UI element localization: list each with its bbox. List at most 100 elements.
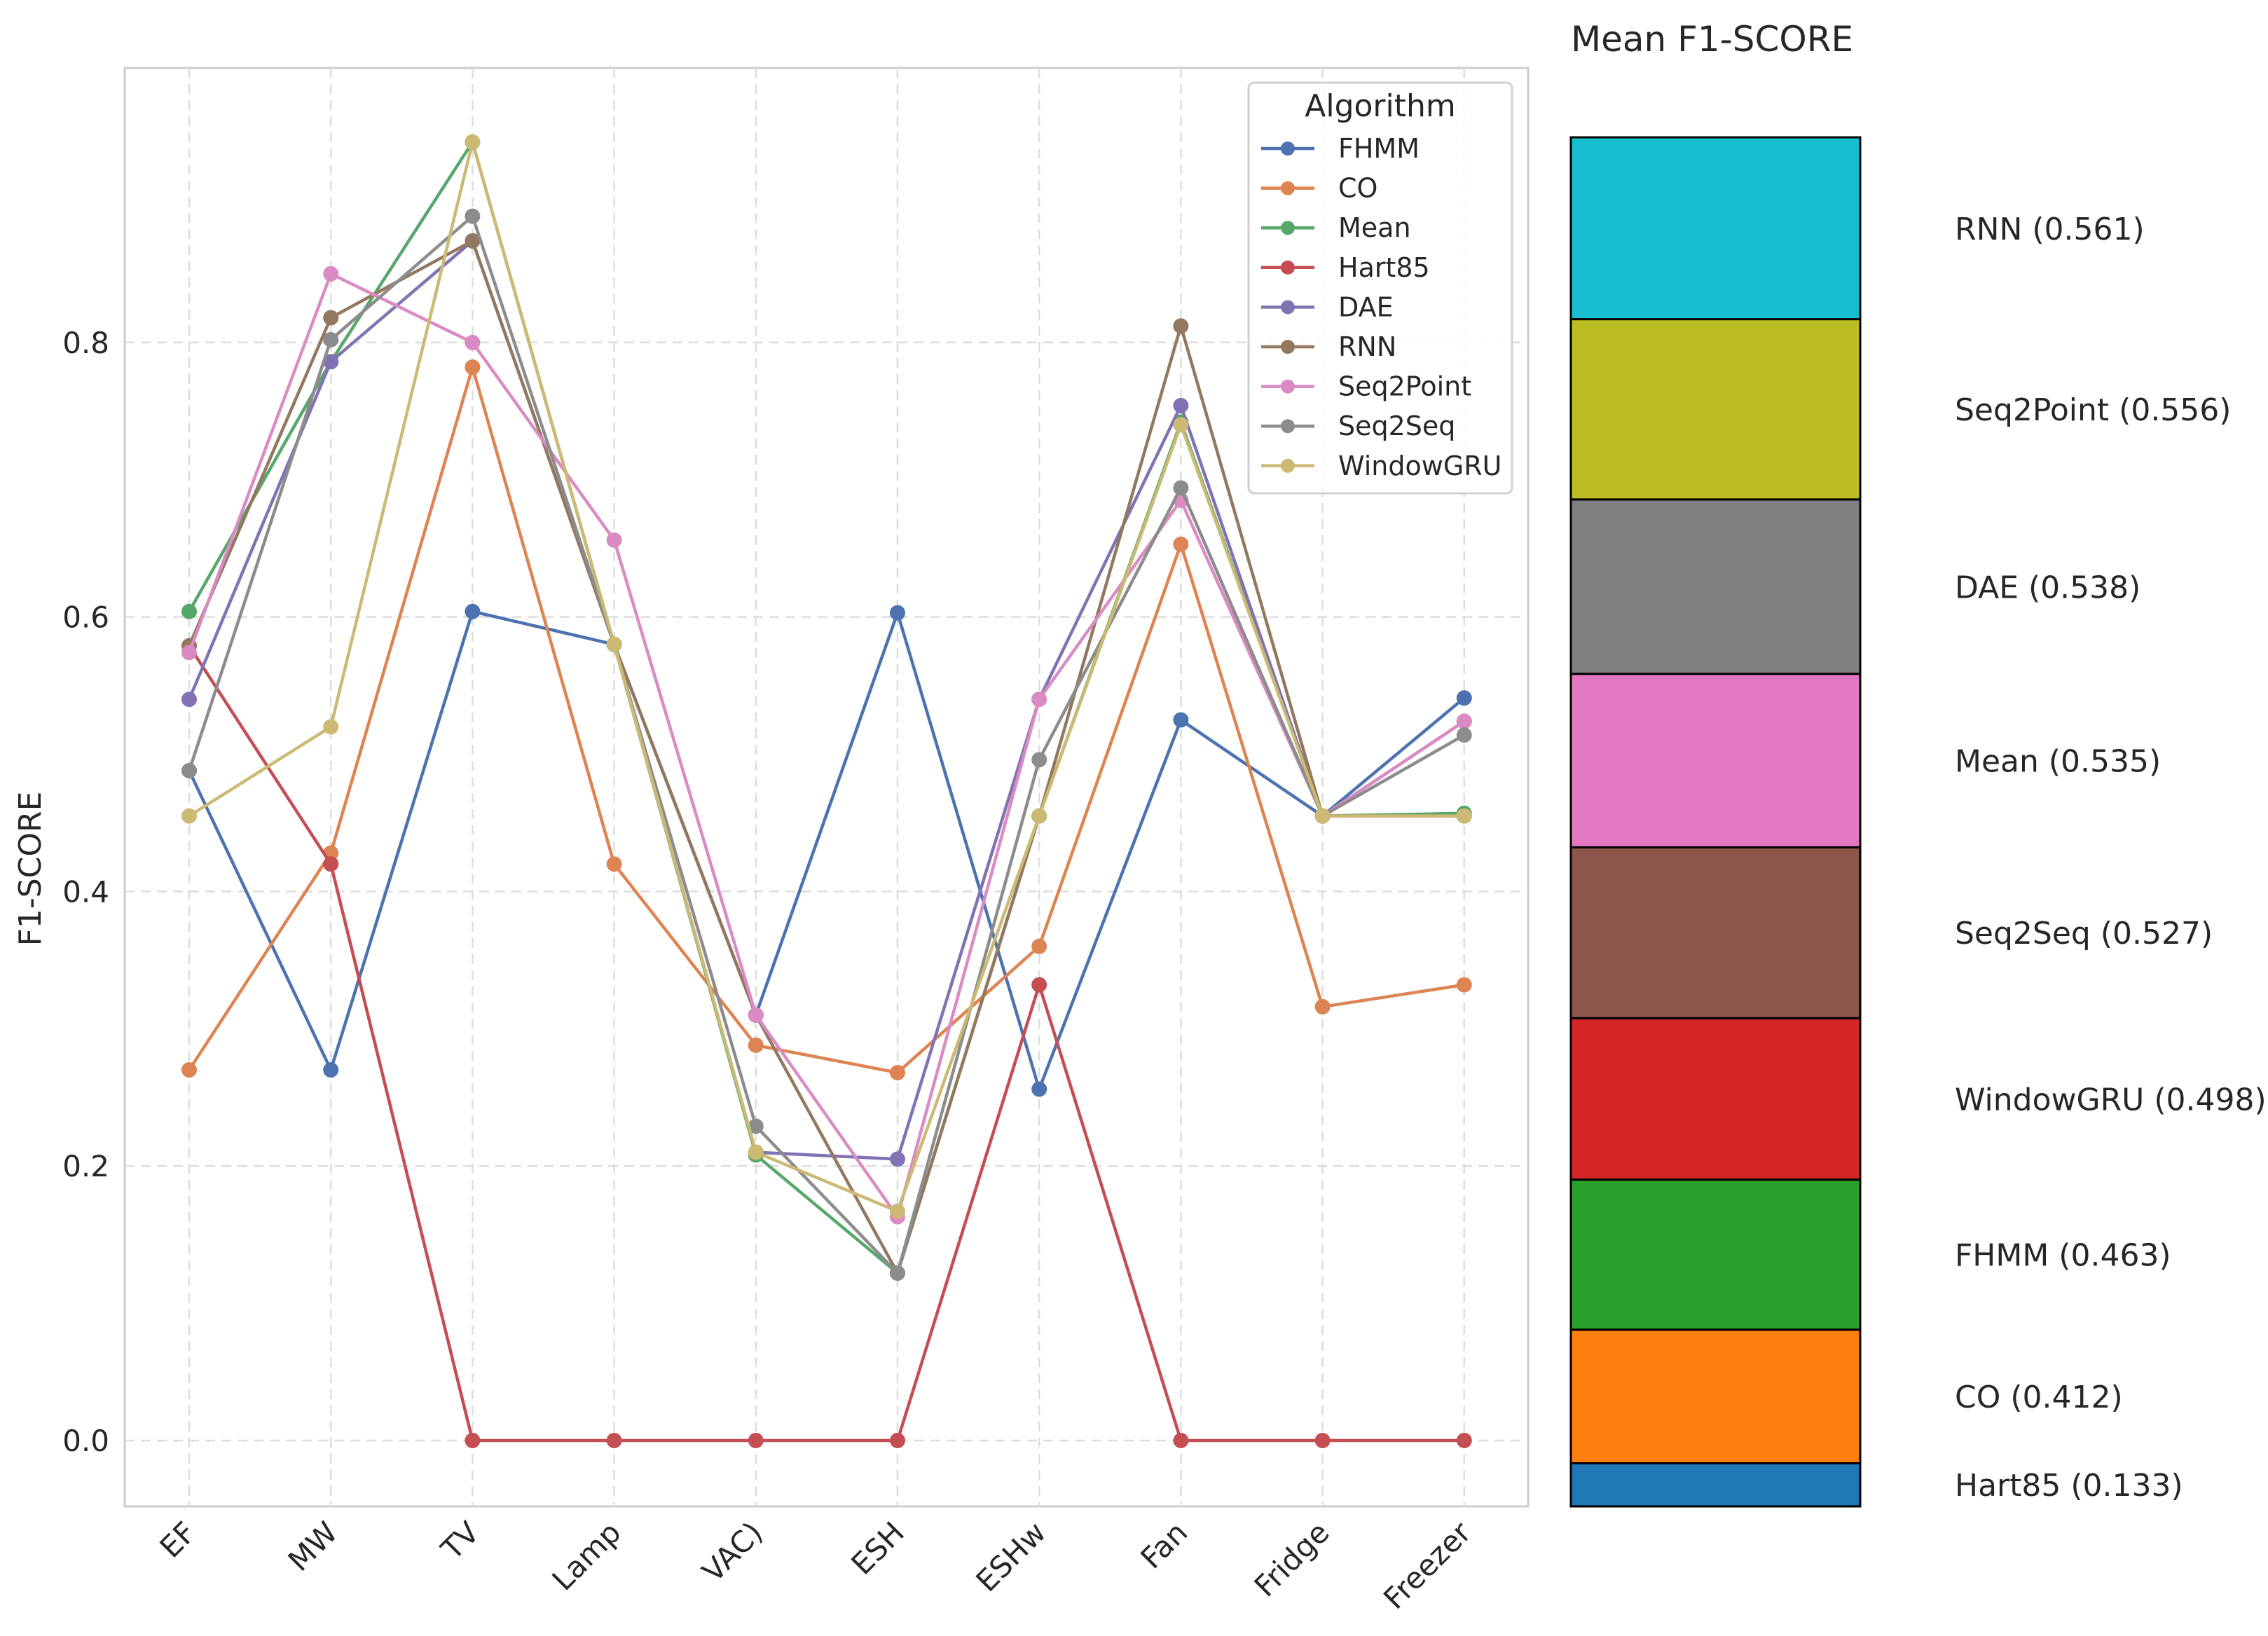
legend-marker [1281, 142, 1295, 156]
data-point [890, 1432, 905, 1448]
stacked-bar [1569, 136, 1862, 1508]
legend-item: WindowGRU [1261, 451, 1502, 481]
data-point [748, 1007, 764, 1023]
data-point [465, 134, 481, 150]
data-point [748, 1118, 764, 1134]
legend-label: DAE [1338, 291, 1394, 322]
legend-item: CO [1261, 173, 1377, 204]
data-point [465, 208, 481, 224]
data-point [465, 603, 481, 619]
stack-segment [1569, 846, 1862, 1019]
line-chart: 0.00.20.40.60.8 EF MW TV Lamp VAC) ESH ESHw Fan… [13, 67, 1530, 1616]
data-point [181, 1062, 197, 1078]
data-point [748, 1432, 764, 1448]
data-point [1031, 977, 1047, 993]
data-point [1456, 977, 1472, 993]
data-point [1173, 417, 1189, 433]
data-point [181, 645, 197, 661]
data-point [181, 762, 197, 778]
legend-items: FHMM CO Mean Hart85 DAE RNN Seq2Point Seq2Seq Wi… [1261, 133, 1502, 481]
legend-label: Seq2Point [1338, 371, 1471, 402]
series-line [188, 645, 1464, 1443]
stack-segment-label: RNN (0.561) [1955, 212, 2145, 247]
stack-segment [1569, 1462, 1862, 1508]
legend-label: CO [1338, 173, 1377, 204]
stack-segment [1569, 1178, 1862, 1331]
stack-segment-label: WindowGRU (0.498) [1955, 1082, 2267, 1118]
series-hart85 [181, 638, 1472, 1448]
y-tick-labels: 0.0 0.2 0.4 0.6 0.8 [62, 326, 109, 1458]
data-point [323, 354, 339, 370]
stack-segment [1569, 1017, 1862, 1181]
data-point [1173, 318, 1189, 334]
data-point [1314, 998, 1331, 1015]
data-point [1456, 690, 1472, 706]
y-axis-label: F1-SCORE [13, 792, 48, 947]
data-point [1456, 727, 1472, 743]
data-point [606, 856, 622, 872]
y-tick-label: 0.6 [62, 600, 109, 635]
data-point [323, 719, 339, 735]
legend-marker [1281, 419, 1295, 434]
data-point [323, 331, 339, 348]
data-point [323, 1062, 339, 1078]
stack-segment-label: Seq2Point (0.556) [1955, 392, 2231, 428]
legend-item: FHMM [1261, 133, 1420, 164]
data-point [1031, 752, 1047, 768]
series-line [188, 365, 1465, 1075]
legend-item: Seq2Seq [1261, 411, 1455, 441]
legend-label: Mean [1338, 212, 1411, 243]
data-point [1173, 712, 1189, 728]
legend-title: Algorithm [1305, 88, 1456, 124]
x-gridlines [188, 68, 1466, 1506]
y-tick-label: 0.8 [62, 326, 109, 360]
legend-marker [1281, 458, 1295, 473]
stack-segment [1569, 136, 1862, 321]
y-tick-label: 0.4 [62, 874, 109, 909]
legend-item: Hart85 [1261, 252, 1430, 283]
data-point [606, 1432, 622, 1448]
stack-segment-label: FHMM (0.463) [1955, 1238, 2171, 1274]
y-tick-label: 0.2 [62, 1149, 109, 1183]
legend-item: Mean [1261, 212, 1411, 243]
legend-marker [1281, 260, 1295, 275]
data-point [1031, 692, 1047, 708]
legend-item: DAE [1261, 291, 1394, 322]
legend-marker [1281, 221, 1295, 235]
data-point [181, 603, 197, 619]
data-point [890, 1151, 905, 1167]
stack-segment [1569, 498, 1862, 675]
data-point [465, 233, 481, 249]
legend-label: Seq2Seq [1338, 411, 1455, 441]
data-point [1031, 808, 1047, 824]
legend-marker [1281, 300, 1295, 315]
data-point [606, 532, 622, 548]
stack-segment-label: Hart85 (0.133) [1955, 1468, 2183, 1504]
data-point [748, 1144, 764, 1160]
legend-item: Seq2Point [1261, 371, 1471, 402]
series-lines [181, 134, 1472, 1448]
data-point [1031, 938, 1047, 954]
stack-segment [1569, 318, 1862, 501]
series-line [188, 140, 1464, 1214]
stack-segment-label: Seq2Seq (0.527) [1955, 916, 2213, 951]
series-windowgru [181, 134, 1472, 1219]
series-line [187, 239, 1466, 1161]
legend-item: RNN [1261, 331, 1396, 362]
series-co [181, 359, 1472, 1080]
stacked-bar-labels: Hart85 (0.133) CO (0.412) FHMM (0.463) Wind… [1955, 212, 2267, 1504]
data-point [606, 636, 622, 652]
data-point [1456, 713, 1472, 729]
data-point [181, 692, 197, 708]
stack-segment [1569, 673, 1862, 848]
series-line [187, 214, 1465, 1275]
data-point [465, 359, 481, 376]
data-point [748, 1037, 764, 1053]
legend-label: Hart85 [1338, 252, 1430, 283]
stack-segment-label: Mean (0.535) [1955, 744, 2161, 780]
data-point [1173, 536, 1189, 552]
legend-label: RNN [1338, 331, 1396, 362]
data-point [1456, 1432, 1472, 1448]
data-point [181, 808, 197, 824]
